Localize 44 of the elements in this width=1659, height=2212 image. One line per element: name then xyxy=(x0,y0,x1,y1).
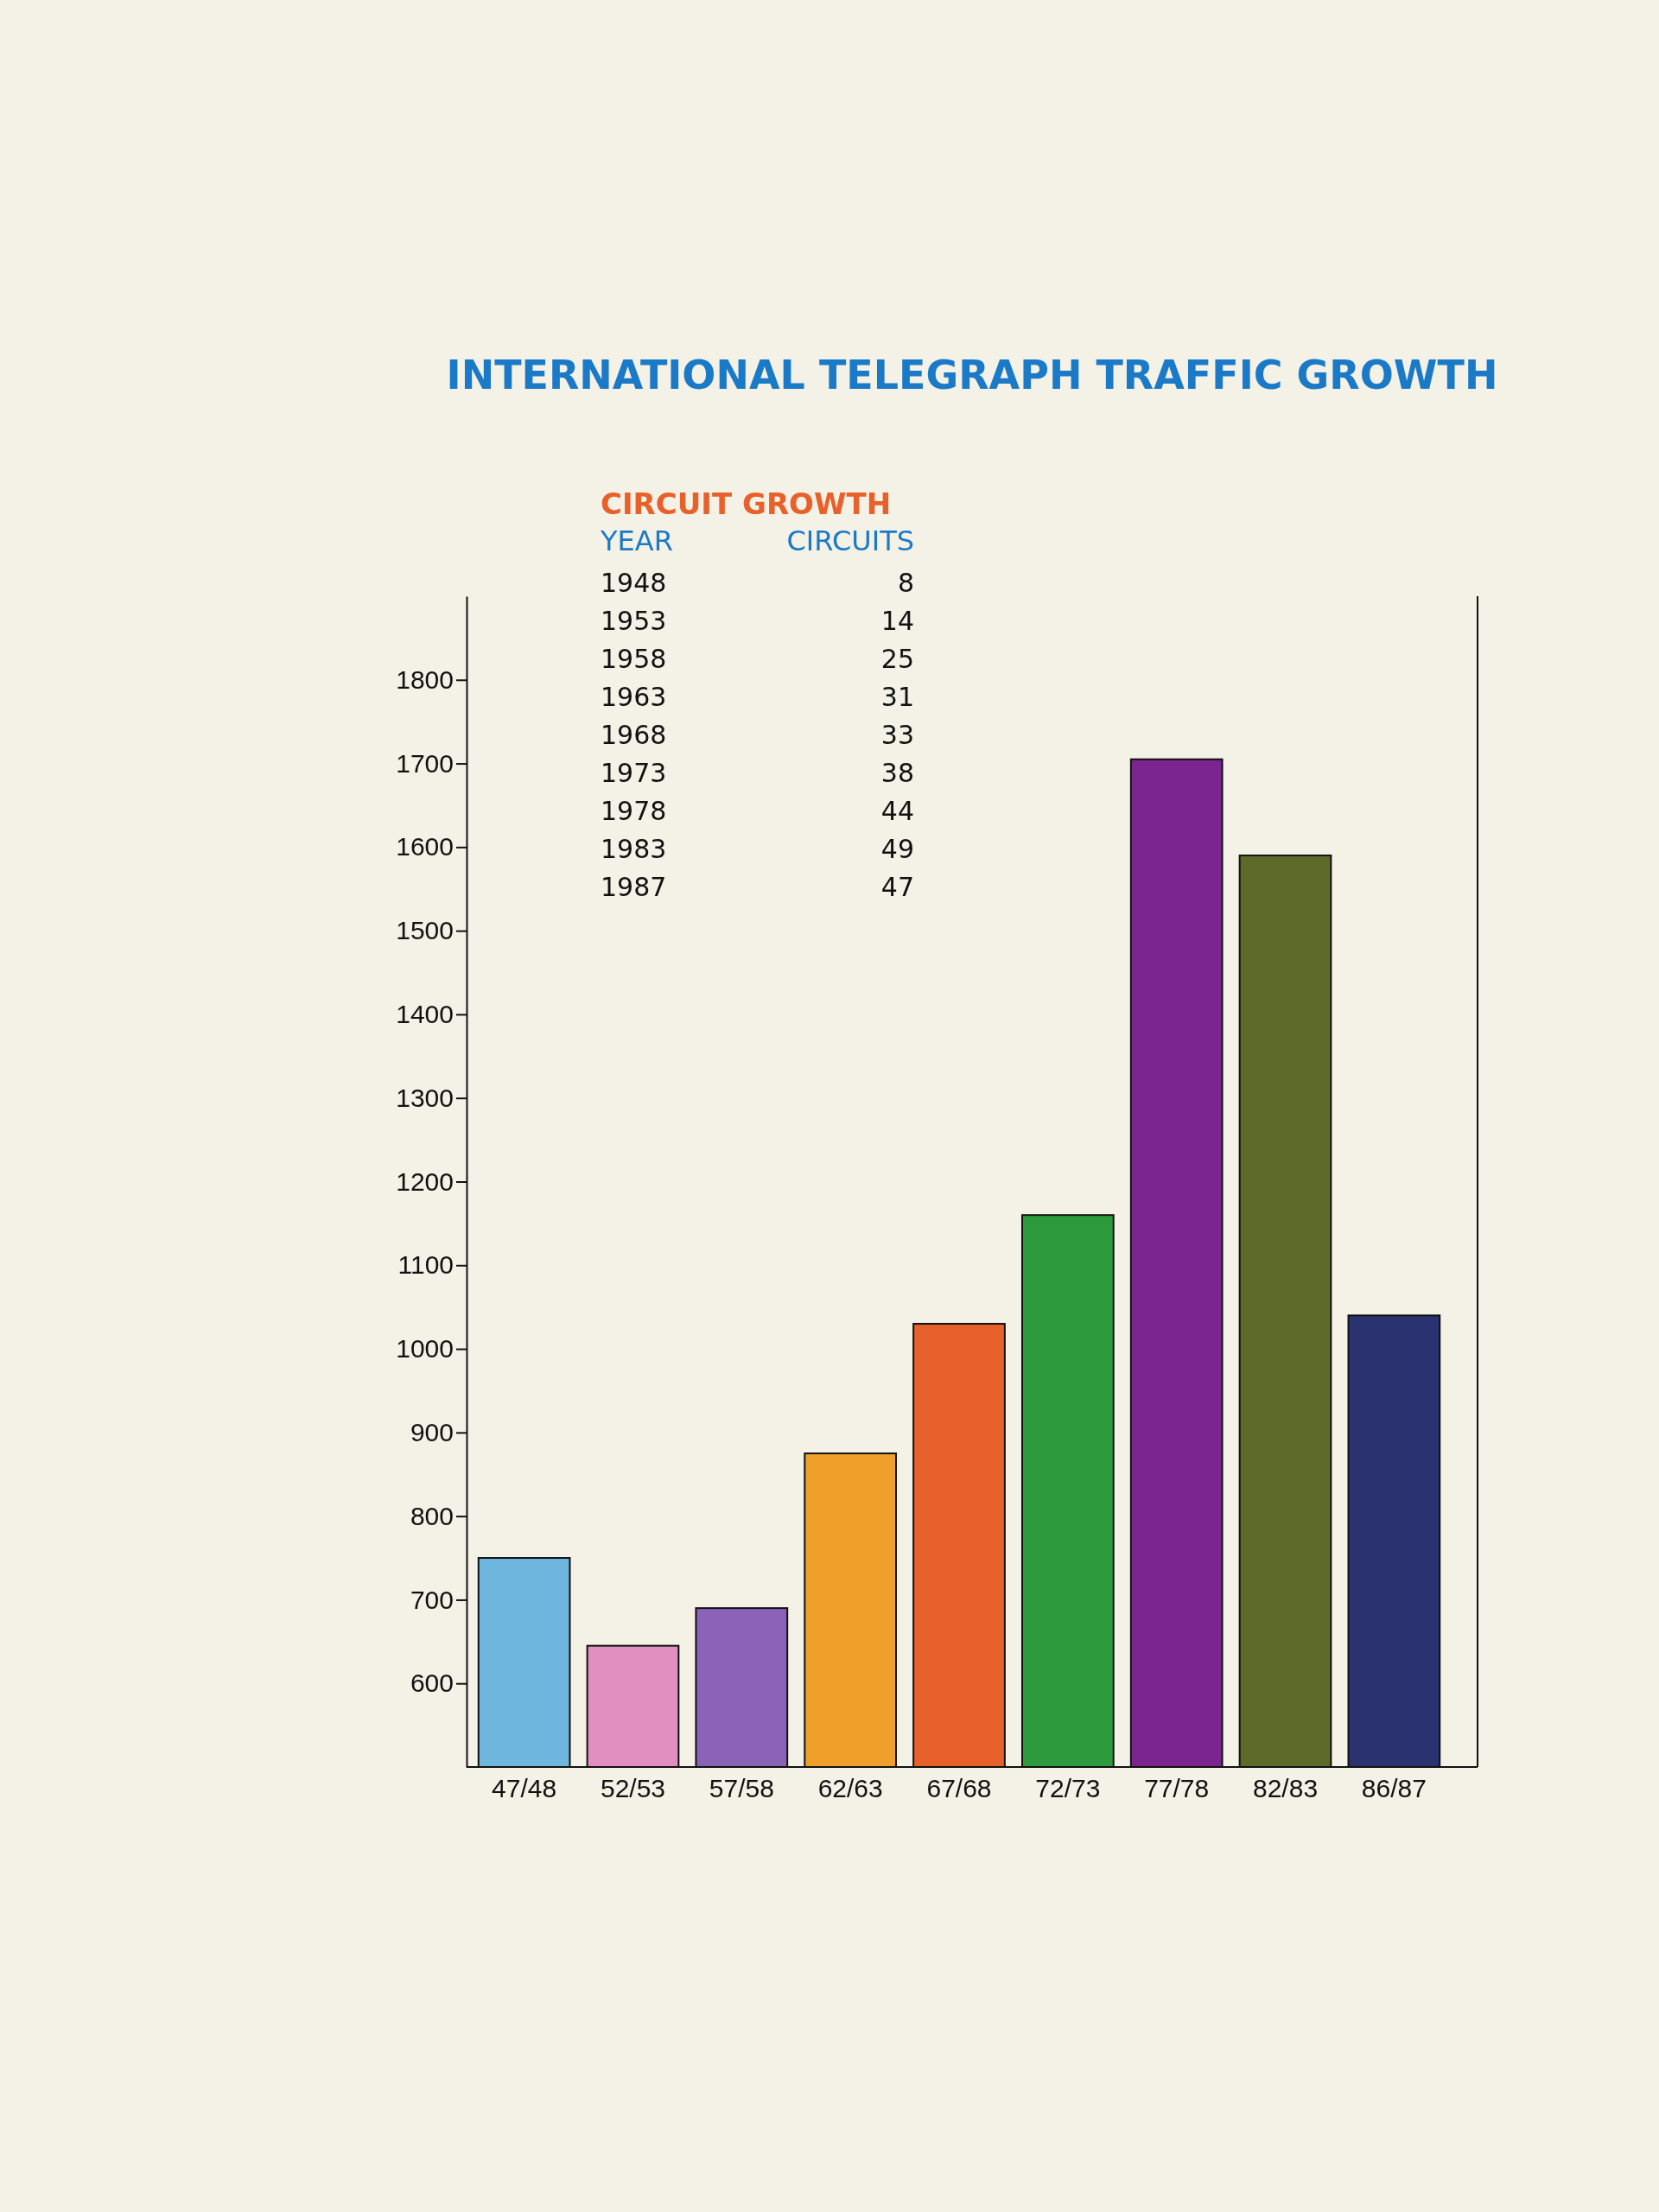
x-tick-label: 86/87 xyxy=(1361,1774,1427,1803)
x-tick-label: 82/83 xyxy=(1252,1774,1319,1803)
x-tick-label: 47/48 xyxy=(492,1774,557,1803)
chart-title: INTERNATIONAL TELEGRAPH TRAFFIC GROWTH xyxy=(446,352,1498,398)
text: CIRCUITS xyxy=(786,524,914,557)
annotation: 44 xyxy=(880,796,914,826)
annotation: 1958 xyxy=(601,644,667,674)
text: CIRCUIT GROWTH xyxy=(601,486,892,521)
annotation: 33 xyxy=(880,720,914,750)
annotation: 31 xyxy=(880,682,914,712)
annotation: 1968 xyxy=(601,720,667,750)
y-tick-label: 700 xyxy=(410,1585,454,1614)
y-tick-label: 1000 xyxy=(396,1334,454,1363)
x-tick-label: 67/68 xyxy=(926,1774,992,1803)
x-tick-label: 72/73 xyxy=(1035,1774,1101,1803)
y-tick-label: 1300 xyxy=(396,1083,454,1112)
y-tick-label: 1800 xyxy=(396,664,454,694)
x-tick-label: 77/78 xyxy=(1144,1774,1210,1803)
annotation: 14 xyxy=(880,606,914,636)
annotation: 47 xyxy=(880,872,914,902)
annotation: 1978 xyxy=(601,796,667,826)
x-tick-label: 57/58 xyxy=(709,1774,774,1803)
annotation: 1987 xyxy=(601,872,667,902)
y-tick-label: 900 xyxy=(410,1417,454,1446)
annotation: 1963 xyxy=(601,682,667,712)
y-tick-label: 1200 xyxy=(396,1166,454,1196)
annotation: 8 xyxy=(897,568,914,598)
annotation: 1983 xyxy=(601,834,667,864)
annotation: 38 xyxy=(880,758,914,788)
y-tick-label: 800 xyxy=(410,1501,454,1530)
text: YEAR xyxy=(600,524,673,557)
annotation: 25 xyxy=(880,644,914,674)
x-tick-label: 52/53 xyxy=(600,1774,666,1803)
y-tick-label: 1600 xyxy=(396,832,454,861)
y-tick-label: 1500 xyxy=(396,916,454,945)
annotation: 1953 xyxy=(601,606,667,636)
y-tick-label: 600 xyxy=(410,1669,454,1698)
y-tick-label: 1700 xyxy=(396,748,454,778)
annotation: 1973 xyxy=(601,758,667,788)
x-tick-label: 62/63 xyxy=(817,1774,883,1803)
y-tick-label: 1400 xyxy=(396,1000,454,1029)
y-tick-label: 1100 xyxy=(397,1250,454,1280)
annotation: 49 xyxy=(880,834,914,864)
annotation: 1948 xyxy=(601,568,667,598)
